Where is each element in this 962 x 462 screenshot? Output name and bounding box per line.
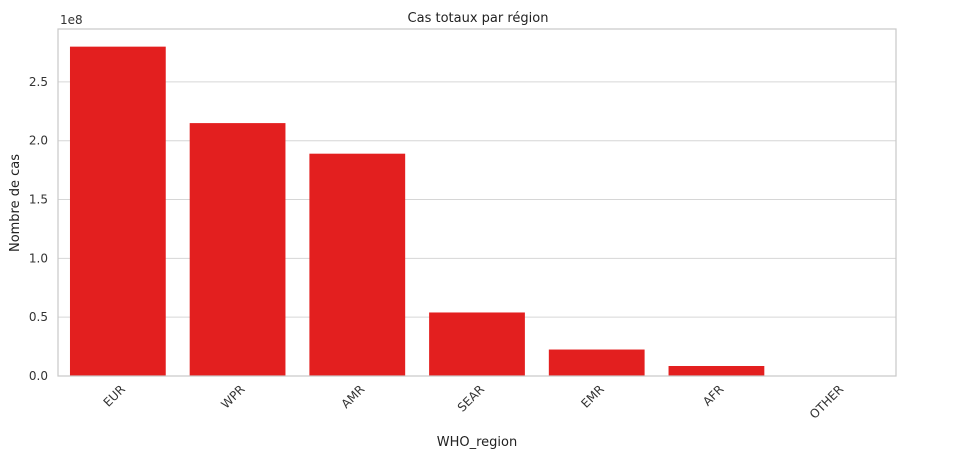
y-axis-label: Nombre de cas — [8, 154, 23, 252]
x-tick-label-emr: EMR — [578, 382, 606, 410]
y-tick-label: 0.5 — [29, 310, 48, 324]
x-axis-ticks: EUR WPR AMR SEAR EMR AFR OTHER — [101, 382, 847, 421]
y-axis-offset-label: 1e8 — [60, 13, 83, 27]
bar-amr — [309, 153, 406, 376]
bar-wpr — [189, 123, 286, 377]
y-tick-label: 1.5 — [29, 193, 48, 207]
bar-sear — [429, 312, 525, 376]
y-tick-label: 2.0 — [29, 134, 48, 148]
plot-frame — [57, 28, 897, 377]
chart-title: Cas totaux par région — [408, 11, 549, 26]
x-tick-label-wpr: WPR — [218, 382, 247, 411]
bar-emr — [548, 349, 645, 376]
bar-eur — [69, 46, 166, 376]
bars — [69, 46, 765, 377]
bar-afr — [668, 366, 765, 376]
x-tick-label-amr: AMR — [338, 382, 367, 411]
y-tick-label: 2.5 — [29, 75, 48, 89]
y-tick-label: 1.0 — [29, 251, 48, 265]
x-tick-label-afr: AFR — [700, 382, 726, 408]
x-tick-label-other: OTHER — [807, 382, 846, 421]
x-tick-label-sear: SEAR — [455, 382, 487, 414]
x-tick-label-eur: EUR — [101, 382, 128, 409]
y-tick-label: 0.0 — [29, 369, 48, 383]
y-axis-ticks: 0.0 0.5 1.0 1.5 2.0 2.5 — [29, 75, 48, 383]
x-axis-label: WHO_region — [437, 435, 517, 450]
